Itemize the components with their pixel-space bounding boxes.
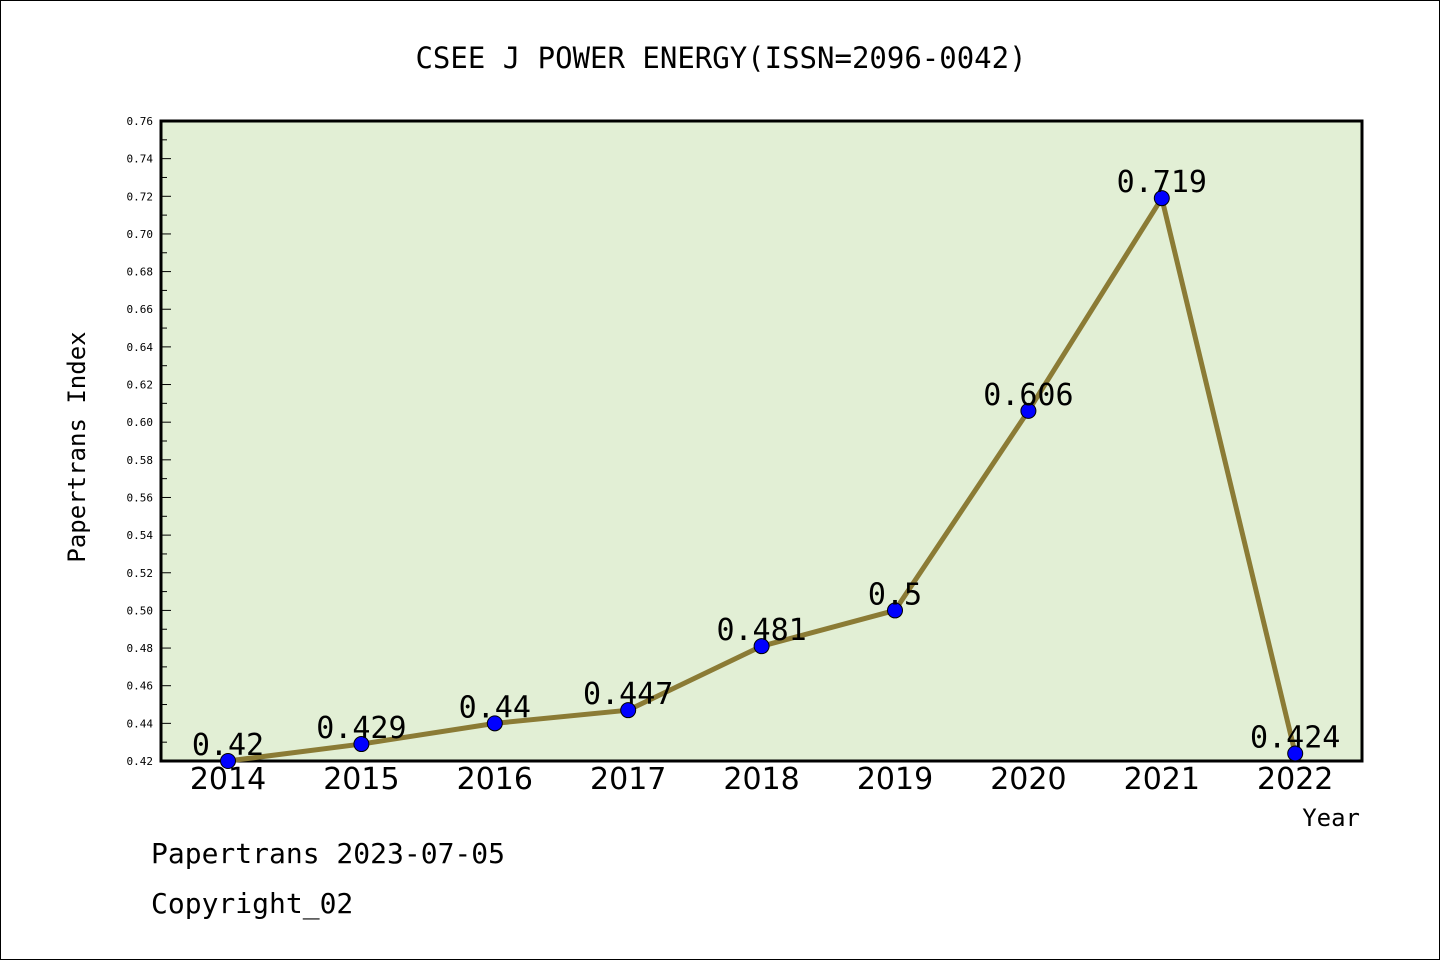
data-label: 0.606 bbox=[983, 378, 1073, 413]
y-tick-label: 0.42 bbox=[127, 755, 154, 768]
x-tick-label: 2022 bbox=[1257, 762, 1333, 797]
data-point bbox=[1287, 745, 1304, 762]
footer-date: Papertrans 2023-07-05 bbox=[151, 837, 506, 870]
data-label: 0.42 bbox=[192, 728, 264, 763]
y-tick-label: 0.50 bbox=[127, 604, 154, 617]
y-tick-label: 0.54 bbox=[127, 529, 154, 542]
y-tick-label: 0.70 bbox=[127, 228, 154, 241]
data-label: 0.447 bbox=[583, 677, 673, 712]
x-tick-label: 2021 bbox=[1124, 762, 1200, 797]
data-label: 0.429 bbox=[316, 711, 406, 746]
data-point bbox=[486, 715, 503, 732]
y-tick-label: 0.66 bbox=[127, 303, 154, 316]
data-point bbox=[620, 702, 637, 719]
x-tick-label: 2019 bbox=[857, 762, 933, 797]
data-point bbox=[1020, 402, 1037, 419]
y-tick-label: 0.56 bbox=[127, 491, 154, 504]
x-tick-label: 2020 bbox=[990, 762, 1066, 797]
y-axis-label: Papertrans Index bbox=[63, 331, 91, 562]
y-axis: 0.42 0.44 0.46 0.48 0.50 0.52 0.54 0.56 0.58 0.60… bbox=[127, 115, 171, 768]
y-tick-label: 0.44 bbox=[127, 717, 154, 730]
x-tick-label: 2017 bbox=[590, 762, 666, 797]
series-layer: 0.42 0.429 0.44 0.447 0.481 0.5 0.606 0.719 0.42… bbox=[192, 165, 1340, 769]
y-tick-label: 0.52 bbox=[127, 567, 154, 580]
data-point bbox=[353, 736, 370, 753]
x-tick-label: 2016 bbox=[457, 762, 533, 797]
y-tick-label: 0.68 bbox=[127, 266, 154, 279]
x-axis-label: Year bbox=[1302, 804, 1360, 832]
y-tick-label: 0.76 bbox=[127, 115, 154, 128]
x-tick-label: 2015 bbox=[323, 762, 399, 797]
data-label: 0.5 bbox=[868, 577, 922, 612]
x-axis: 2014 2015 2016 2017 2018 2019 2020 2021 2022 bbox=[190, 762, 1334, 797]
data-label: 0.481 bbox=[716, 613, 806, 648]
data-point bbox=[887, 602, 903, 619]
data-label: 0.424 bbox=[1250, 720, 1340, 755]
footer-copyright: Copyright_02 bbox=[151, 887, 354, 920]
y-tick-label: 0.62 bbox=[127, 379, 154, 392]
data-point bbox=[220, 753, 236, 769]
y-tick-label: 0.48 bbox=[127, 642, 154, 655]
y-tick-label: 0.74 bbox=[127, 153, 154, 166]
data-point bbox=[1153, 190, 1170, 207]
x-tick-label: 2018 bbox=[723, 762, 799, 797]
y-tick-label: 0.46 bbox=[127, 680, 154, 693]
data-label: 0.719 bbox=[1117, 165, 1207, 200]
data-label: 0.44 bbox=[459, 690, 531, 725]
y-tick-label: 0.58 bbox=[127, 454, 154, 467]
chart-title: CSEE J POWER ENERGY(ISSN=2096-0042) bbox=[415, 41, 1026, 75]
y-tick-label: 0.64 bbox=[127, 341, 154, 354]
data-point bbox=[753, 638, 770, 655]
plot-area bbox=[159, 119, 1364, 763]
y-tick-label: 0.72 bbox=[127, 190, 154, 203]
y-tick-label: 0.60 bbox=[127, 416, 154, 429]
